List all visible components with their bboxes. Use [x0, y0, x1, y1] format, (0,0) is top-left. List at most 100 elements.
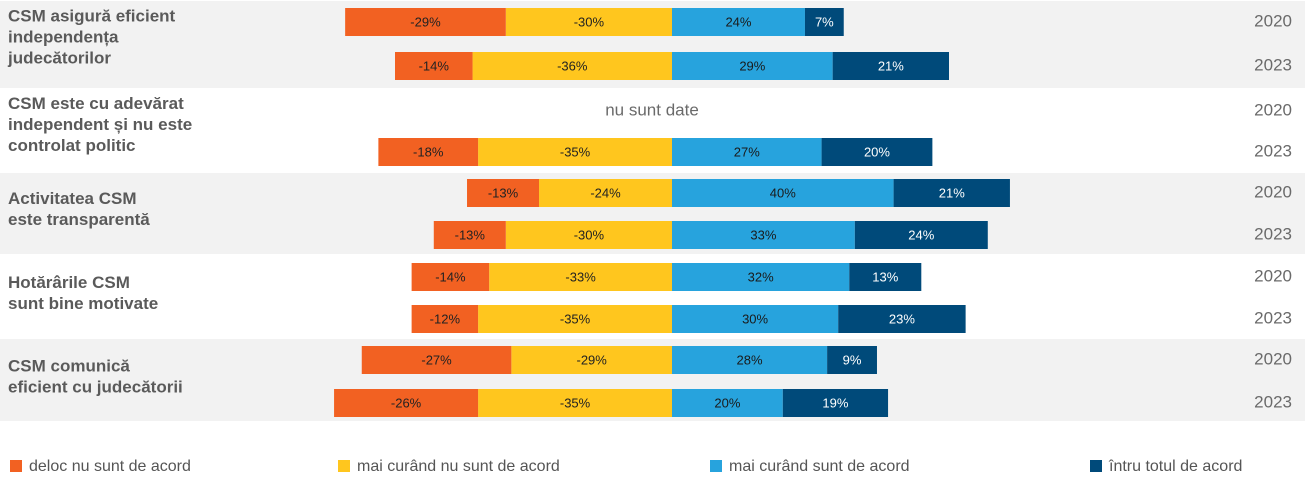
value-label: -14%: [435, 269, 466, 284]
value-label: -26%: [391, 395, 422, 410]
bar-segment: [511, 346, 672, 374]
bar-segment: [827, 346, 877, 374]
value-label: -35%: [560, 395, 591, 410]
bar-segment: [672, 263, 850, 291]
year-label: 2023: [1254, 392, 1292, 411]
bar-segment: [489, 263, 672, 291]
bar-segment: [411, 263, 490, 291]
legend-label: întru totul de acord: [1108, 458, 1242, 475]
value-label: -14%: [419, 58, 450, 73]
value-label: -24%: [590, 185, 621, 200]
bar-segment: [849, 263, 922, 291]
value-label: 13%: [872, 269, 898, 284]
value-label: 27%: [734, 144, 760, 159]
bar-segment: [478, 138, 672, 166]
value-label: -12%: [430, 311, 461, 326]
bar-segment: [345, 8, 506, 36]
value-label: 20%: [714, 395, 740, 410]
bar-segment: [433, 221, 506, 249]
bar-segment: [334, 389, 479, 417]
year-label: 2020: [1254, 182, 1292, 201]
value-label: 24%: [908, 227, 934, 242]
value-label: 7%: [815, 14, 834, 29]
bar-segment: [672, 138, 822, 166]
bar-segment: [478, 305, 672, 333]
bar-segment: [505, 8, 672, 36]
bar-segment: [672, 389, 783, 417]
group-label: Activitatea CSM: [8, 189, 136, 208]
value-label: 21%: [939, 185, 965, 200]
group-label: Hotărârile CSM: [8, 273, 130, 292]
bar-segment: [821, 138, 933, 166]
value-label: 19%: [822, 395, 848, 410]
value-label: 23%: [889, 311, 915, 326]
group-label: judecătorilor: [7, 48, 111, 67]
group-label: CSM comunică: [8, 356, 130, 375]
legend-swatch: [1090, 460, 1102, 472]
group-label: eficient cu judecătorii: [8, 377, 183, 396]
year-label: 2020: [1254, 100, 1292, 119]
legend-swatch: [338, 460, 350, 472]
value-label: -33%: [565, 269, 596, 284]
value-label: 30%: [742, 311, 768, 326]
bar-segment: [411, 305, 479, 333]
group-label: este transparentă: [8, 210, 150, 229]
bar-segment: [672, 346, 828, 374]
no-data-label: nu sunt date: [605, 100, 699, 119]
value-label: 32%: [748, 269, 774, 284]
bar-segment: [893, 179, 1010, 207]
value-label: 24%: [725, 14, 751, 29]
value-label: -36%: [557, 58, 588, 73]
value-label: 29%: [739, 58, 765, 73]
bar-segment: [672, 221, 855, 249]
bar-segment: [672, 179, 894, 207]
value-label: 20%: [864, 144, 890, 159]
legend-swatch: [710, 460, 722, 472]
value-label: 21%: [878, 58, 904, 73]
bar-segment: [478, 389, 672, 417]
bar-segment: [505, 221, 672, 249]
bar-segment: [472, 52, 672, 80]
value-label: -30%: [574, 227, 605, 242]
value-label: -13%: [455, 227, 486, 242]
legend-label: mai curând sunt de acord: [729, 458, 910, 475]
value-label: 33%: [750, 227, 776, 242]
year-label: 2020: [1254, 266, 1292, 285]
year-label: 2023: [1254, 141, 1292, 160]
bar-segment: [395, 52, 473, 80]
value-label: -35%: [560, 311, 591, 326]
value-label: 9%: [843, 352, 862, 367]
bar-segment: [804, 8, 844, 36]
legend-label: deloc nu sunt de acord: [29, 458, 191, 475]
value-label: -18%: [413, 144, 444, 159]
value-label: -27%: [421, 352, 452, 367]
value-label: -35%: [560, 144, 591, 159]
value-label: 40%: [770, 185, 796, 200]
group-label: independența: [8, 27, 119, 46]
bar-segment: [672, 305, 839, 333]
group-label: sunt bine motivate: [8, 294, 158, 313]
value-label: -29%: [576, 352, 607, 367]
bar-segment: [782, 389, 889, 417]
value-label: -13%: [488, 185, 519, 200]
legend-swatch: [10, 460, 22, 472]
value-label: -29%: [410, 14, 441, 29]
year-label: 2020: [1254, 349, 1292, 368]
value-label: 28%: [737, 352, 763, 367]
bar-segment: [672, 52, 833, 80]
bar-segment: [838, 305, 966, 333]
bar-segment: [832, 52, 949, 80]
group-label: CSM asigură eficient: [8, 6, 176, 25]
group-label: independent și nu este: [8, 115, 192, 134]
bar-segment: [378, 138, 479, 166]
year-label: 2023: [1254, 55, 1292, 74]
group-label: CSM este cu adevărat: [8, 94, 184, 113]
bar-segment: [672, 8, 805, 36]
bar-segment: [361, 346, 512, 374]
year-label: 2023: [1254, 308, 1292, 327]
year-label: 2023: [1254, 224, 1292, 243]
bar-segment: [854, 221, 988, 249]
group-label: controlat politic: [8, 136, 136, 155]
bar-segment: [539, 179, 672, 207]
